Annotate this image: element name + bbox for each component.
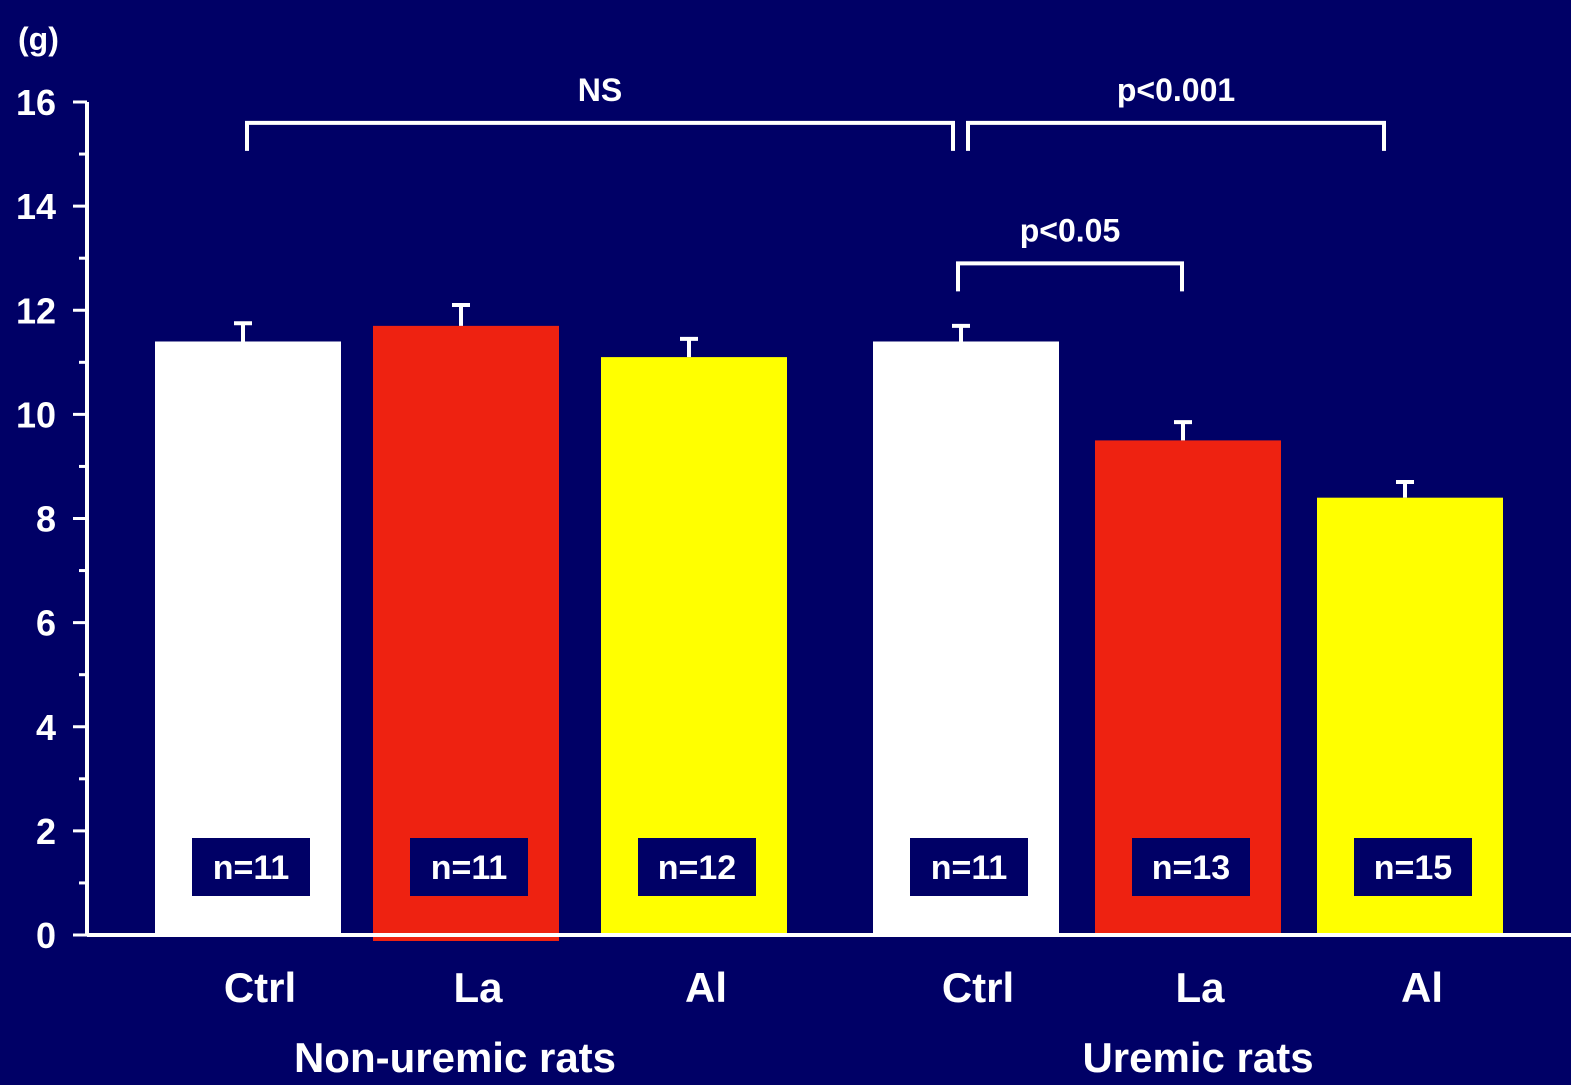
- y-tick-label: 14: [16, 186, 56, 227]
- significance-bracket: [245, 120, 955, 151]
- n-label: n=12: [658, 849, 736, 887]
- significance-bracket: [956, 261, 1184, 292]
- category-label: Al: [685, 964, 727, 1011]
- significance-bracket: [966, 120, 1386, 151]
- n-label-box: [1132, 838, 1250, 896]
- bar-uremic-ctrl: [873, 341, 1059, 935]
- n-label: n=11: [931, 849, 1008, 887]
- y-tick-label: 16: [16, 82, 56, 123]
- error-bars-layer: [234, 303, 1414, 498]
- significance-annotations: NS p<0.001 p<0.05: [245, 72, 1386, 292]
- n-label-box: [910, 838, 1028, 896]
- y-tick-label: 8: [36, 499, 56, 540]
- y-axis-label: (g): [18, 21, 59, 57]
- category-labels: Ctrl La Al Ctrl La Al Non-uremic rats Uremic ra…: [224, 964, 1443, 1081]
- y-tick-label: 6: [36, 603, 56, 644]
- n-label: n=11: [213, 849, 290, 887]
- n-label: n=11: [431, 849, 508, 887]
- significance-label: p<0.001: [1117, 72, 1235, 108]
- n-label-box: [192, 838, 310, 896]
- y-tick-label: 0: [36, 915, 56, 956]
- category-label: Ctrl: [224, 964, 296, 1011]
- category-label: Ctrl: [942, 964, 1014, 1011]
- y-axis: 0 2 4 6 8 10 12 14 16: [16, 82, 1571, 956]
- y-tick-label: 4: [36, 707, 56, 748]
- n-label: n=13: [1152, 849, 1230, 887]
- n-label-box: [410, 838, 528, 896]
- y-tick-label: 12: [16, 290, 56, 331]
- category-label: Al: [1401, 964, 1443, 1011]
- n-label: n=15: [1374, 849, 1452, 887]
- group-label: Uremic rats: [1082, 1034, 1313, 1081]
- y-tick-label: 2: [36, 811, 56, 852]
- group-label: Non-uremic rats: [294, 1034, 616, 1081]
- category-label: La: [453, 964, 503, 1011]
- bars-layer: n=11 n=11 n=12 n=11 n=13 n=15: [155, 325, 1503, 941]
- n-label-box: [1354, 838, 1472, 896]
- y-tick-label: 10: [16, 394, 56, 435]
- n-label-box: [638, 838, 756, 896]
- category-label: La: [1175, 964, 1225, 1011]
- significance-label: NS: [578, 72, 622, 108]
- bar-nonuremic-ctrl: [155, 341, 341, 935]
- significance-label: p<0.05: [1020, 212, 1121, 248]
